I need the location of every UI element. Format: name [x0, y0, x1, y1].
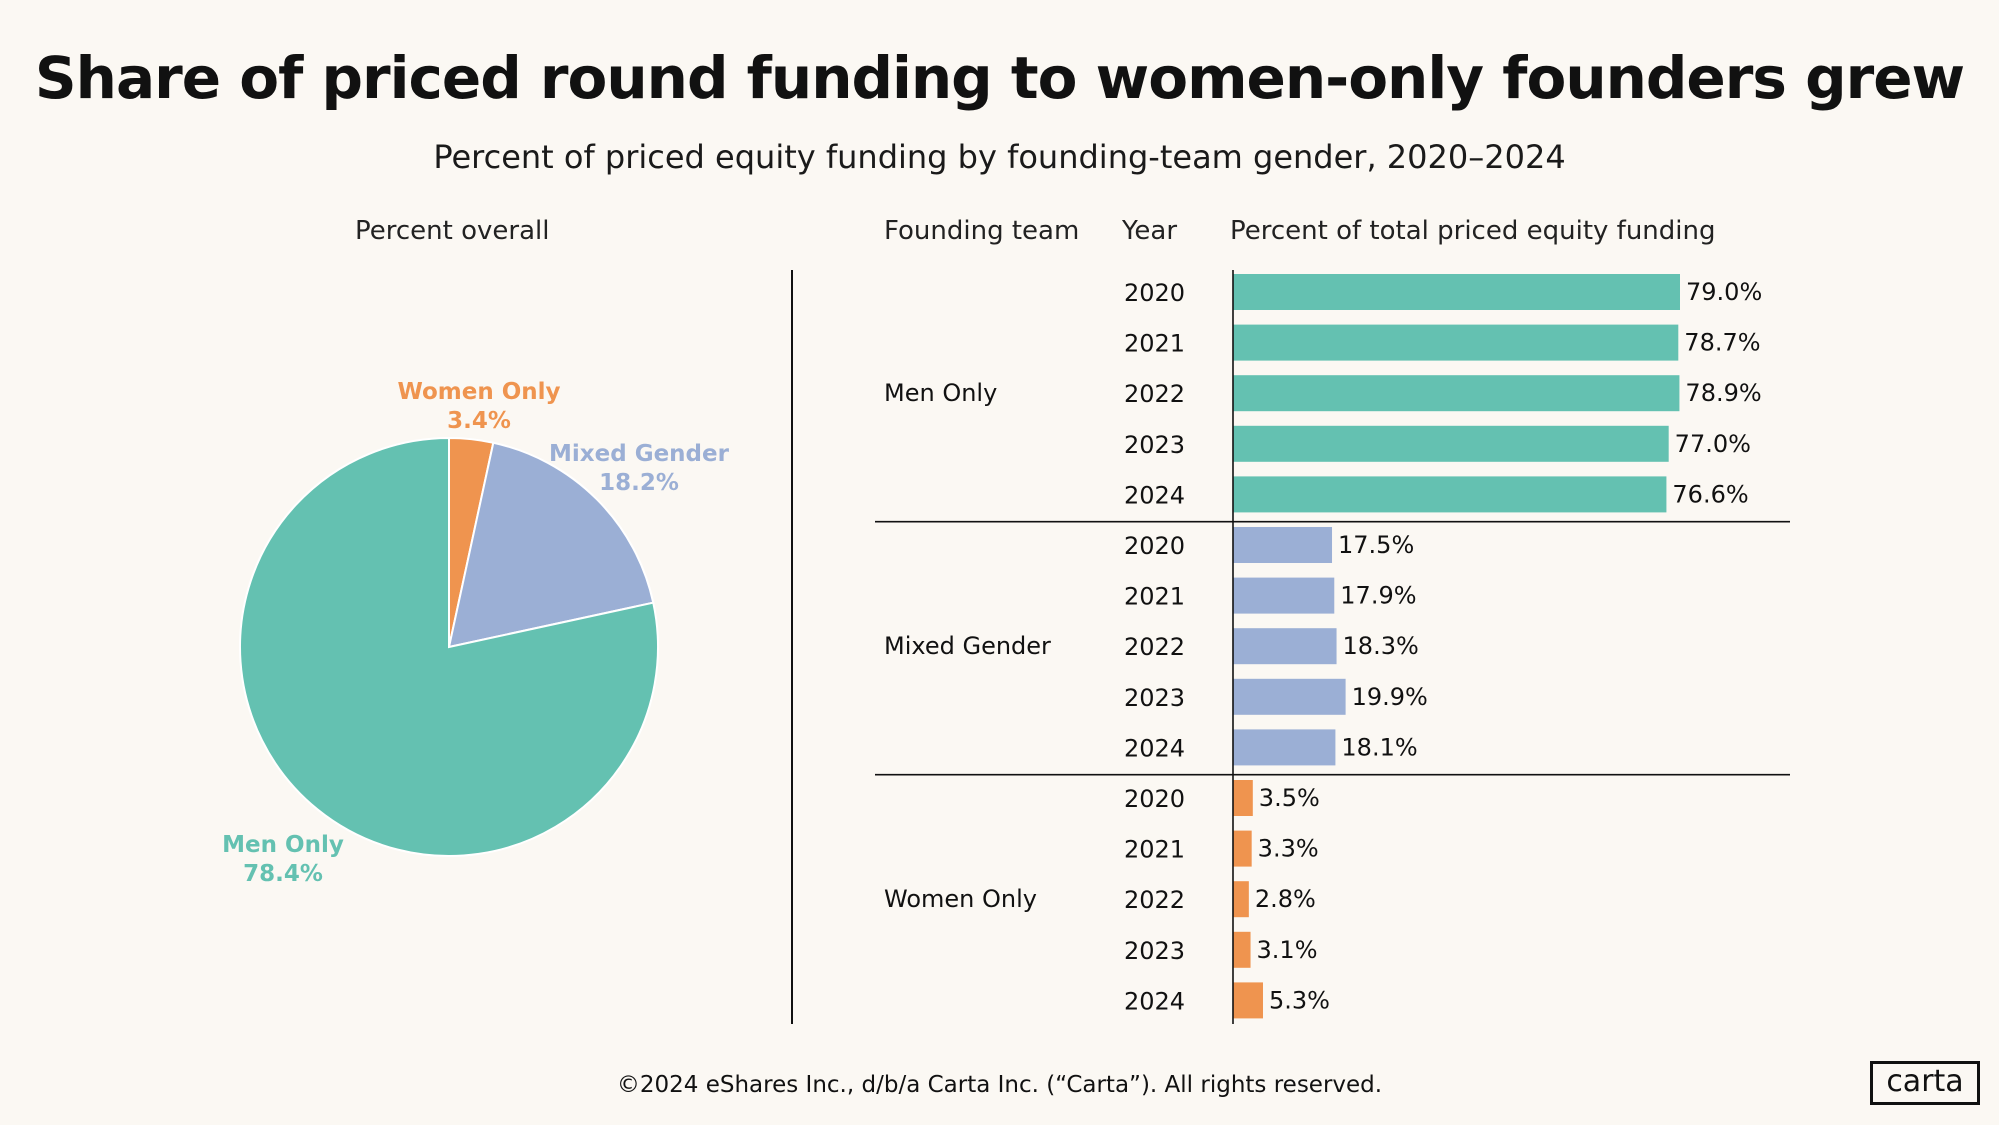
- year-label-women-only-2024: 2024: [1124, 987, 1185, 1015]
- bar-women-only-2022: [1233, 881, 1249, 918]
- copyright-footer: ©2024 eShares Inc., d/b/a Carta Inc. (“C…: [616, 1072, 1383, 1098]
- value-label-men-only-2022: 78.9%: [1685, 379, 1761, 407]
- bar-men-only-2022: [1233, 375, 1680, 412]
- year-label-mixed-gender-2022: 2022: [1124, 633, 1185, 661]
- value-label-women-only-2020: 3.5%: [1259, 784, 1320, 812]
- year-label-men-only-2021: 2021: [1124, 330, 1185, 358]
- bar-women-only-2021: [1233, 830, 1252, 867]
- pie-label-women-only: Women Only: [397, 379, 560, 405]
- chart-title: Share of priced round funding to women-o…: [34, 44, 1965, 112]
- pie-chart: Women Only 3.4% Mixed Gender 18.2% Men Only 7…: [222, 379, 730, 887]
- value-label-women-only-2022: 2.8%: [1255, 885, 1316, 913]
- value-label-mixed-gender-2022: 18.3%: [1343, 632, 1419, 660]
- value-label-men-only-2020: 79.0%: [1686, 278, 1762, 306]
- year-label-women-only-2020: 2020: [1124, 785, 1185, 813]
- value-label-mixed-gender-2024: 18.1%: [1341, 733, 1417, 761]
- year-label-men-only-2024: 2024: [1124, 481, 1185, 509]
- pie-label-mixed-gender: Mixed Gender: [549, 441, 730, 467]
- bar-women-only-2024: [1233, 982, 1263, 1019]
- pie-value-mixed-gender: 18.2%: [599, 470, 679, 496]
- year-label-women-only-2023: 2023: [1124, 937, 1185, 965]
- group-label-women-only: Women Only: [884, 885, 1037, 913]
- pie-value-men-only: 78.4%: [243, 861, 323, 887]
- value-label-men-only-2021: 78.7%: [1684, 329, 1760, 357]
- value-label-mixed-gender-2021: 17.9%: [1340, 582, 1416, 610]
- bar-men-only-2024: [1233, 476, 1667, 513]
- group-label-men-only: Men Only: [884, 379, 997, 407]
- year-label-mixed-gender-2021: 2021: [1124, 583, 1185, 611]
- bar-mixed-gender-2021: [1233, 577, 1335, 614]
- value-label-women-only-2021: 3.3%: [1258, 835, 1319, 863]
- value-label-men-only-2024: 76.6%: [1672, 480, 1748, 508]
- bar-mixed-gender-2024: [1233, 729, 1336, 766]
- value-label-mixed-gender-2023: 19.9%: [1352, 683, 1428, 711]
- year-label-mixed-gender-2023: 2023: [1124, 684, 1185, 712]
- bar-women-only-2020: [1233, 780, 1253, 816]
- carta-logo: carta: [1870, 1061, 1980, 1105]
- bar-mixed-gender-2023: [1233, 678, 1346, 715]
- year-label-mixed-gender-2024: 2024: [1124, 734, 1185, 762]
- year-label-men-only-2022: 2022: [1124, 380, 1185, 408]
- year-label-men-only-2023: 2023: [1124, 431, 1185, 459]
- bar-mixed-gender-2020: [1233, 527, 1333, 563]
- bar-men-only-2021: [1233, 324, 1679, 361]
- value-label-mixed-gender-2020: 17.5%: [1338, 531, 1414, 559]
- pie-header: Percent overall: [355, 216, 550, 246]
- value-label-women-only-2023: 3.1%: [1257, 936, 1318, 964]
- pie-value-women-only: 3.4%: [447, 408, 511, 434]
- value-label-men-only-2023: 77.0%: [1675, 430, 1751, 458]
- year-header: Year: [1122, 216, 1178, 246]
- year-label-mixed-gender-2020: 2020: [1124, 532, 1185, 560]
- year-label-men-only-2020: 2020: [1124, 279, 1185, 307]
- chart-subtitle: Percent of priced equity funding by foun…: [433, 138, 1566, 176]
- pie-slice-mixed-gender: [447, 441, 655, 649]
- founding-team-header: Founding team: [884, 216, 1080, 246]
- year-label-women-only-2022: 2022: [1124, 886, 1185, 914]
- bar-mixed-gender-2022: [1233, 628, 1337, 665]
- year-label-women-only-2021: 2021: [1124, 836, 1185, 864]
- bar-men-only-2020: [1233, 274, 1680, 310]
- pie-label-men-only: Men Only: [222, 832, 344, 858]
- value-label-women-only-2024: 5.3%: [1269, 986, 1330, 1014]
- group-label-mixed-gender: Mixed Gender: [884, 632, 1051, 660]
- pie-slice-men-only: [239, 436, 659, 857]
- bar-header: Percent of total priced equity funding: [1230, 216, 1716, 246]
- bar-chart: 2020 79.0% 2021 78.7% 2022 78.9% 2023 77.0% 2024…: [791, 270, 1790, 1024]
- bar-women-only-2023: [1233, 931, 1251, 968]
- bar-men-only-2023: [1233, 425, 1669, 462]
